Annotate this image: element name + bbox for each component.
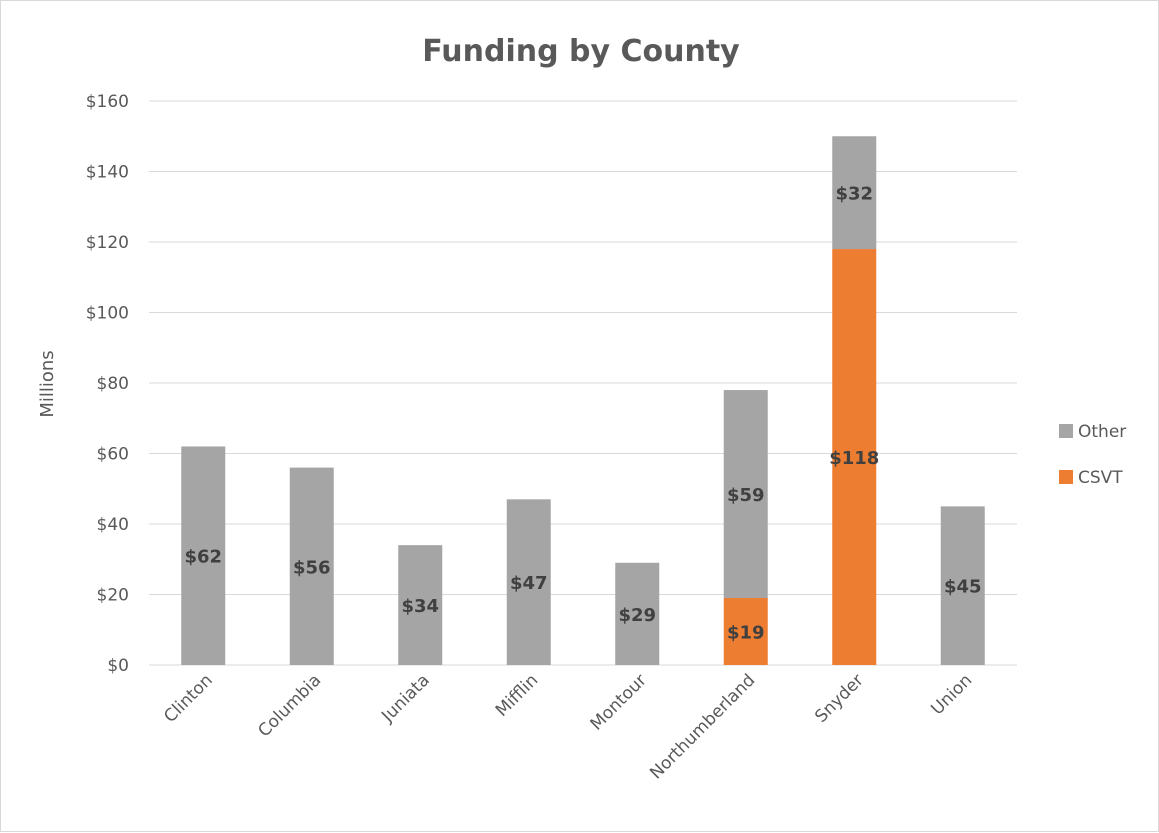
x-axis-ticks: Clinton Columbia Juniata Mifflin MontourNort…: [160, 670, 976, 783]
y-tick-label: $60: [97, 445, 129, 465]
bar-other-juniata: [398, 545, 443, 665]
x-tick-label: Clinton: [160, 670, 217, 727]
gridlines: [149, 100, 1017, 666]
chart-title: Funding by County: [422, 34, 740, 69]
y-tick-label: $100: [86, 304, 129, 324]
x-tick-label: Northumberland: [646, 670, 759, 783]
y-axis-label: Millions: [37, 350, 58, 417]
legend-label: Other: [1078, 422, 1126, 442]
bar-other-northumberland: [723, 390, 768, 599]
y-tick-label: $80: [97, 374, 129, 394]
y-tick-label: $0: [107, 656, 129, 676]
y-axis-ticks: $0 $20 $40 $60 $80 $100 $120 $140 $160: [86, 92, 129, 676]
x-tick-label: Juniata: [377, 670, 433, 726]
y-tick-label: $140: [86, 163, 129, 183]
bar-csvt-northumberland: [723, 598, 768, 665]
x-tick-label: Montour: [587, 670, 651, 734]
bar-csvt-snyder: [832, 249, 877, 666]
legend: Other CSVT: [1059, 422, 1126, 488]
legend-swatch: [1059, 424, 1073, 438]
data-label: $29: [618, 605, 656, 626]
data-label: $56: [293, 557, 331, 578]
y-tick-label: $40: [97, 515, 129, 535]
bars: [181, 136, 985, 666]
data-label: $19: [727, 623, 765, 644]
bar-other-columbia: [289, 467, 334, 665]
x-tick-label: Columbia: [254, 670, 325, 741]
y-tick-label: $160: [86, 92, 129, 112]
bar-other-montour: [615, 562, 660, 665]
legend-label: CSVT: [1078, 468, 1123, 488]
bar-other-clinton: [181, 446, 226, 665]
data-label: $45: [944, 577, 982, 598]
bar-other-union: [940, 506, 985, 665]
data-label: $47: [510, 573, 548, 594]
data-label: $59: [727, 485, 765, 506]
data-label: $34: [401, 596, 439, 617]
data-label: $32: [835, 184, 873, 205]
data-labels: $62 $56 $34 $47 $29 $19 $59 $118 $32 $45: [184, 184, 981, 644]
x-tick-label: Union: [927, 670, 976, 719]
legend-swatch: [1059, 470, 1073, 484]
y-tick-label: $20: [97, 586, 129, 606]
data-label: $118: [829, 448, 879, 469]
x-tick-label: Mifflin: [492, 670, 542, 720]
bar-other-mifflin: [506, 499, 551, 665]
data-label: $62: [184, 547, 222, 568]
x-tick-label: Snyder: [811, 670, 867, 726]
y-tick-label: $120: [86, 233, 129, 253]
bar-other-snyder: [832, 136, 877, 250]
